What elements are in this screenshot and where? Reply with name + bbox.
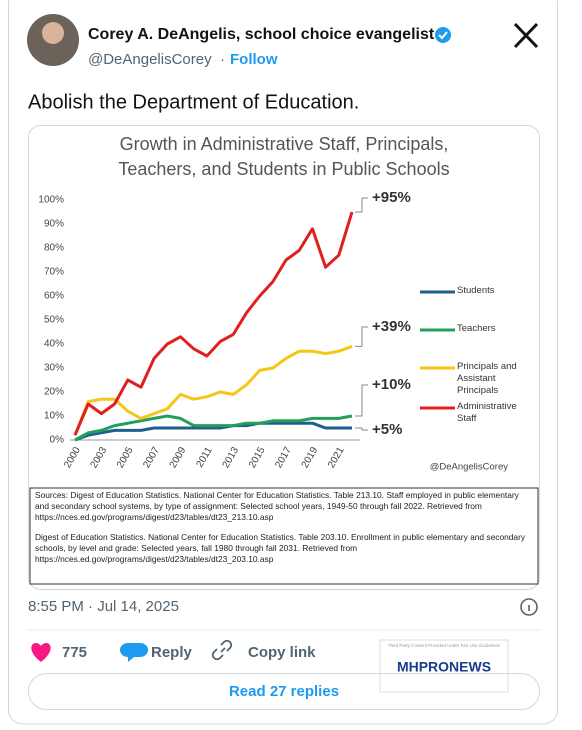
read-replies-button[interactable]: Read 27 replies — [229, 683, 339, 700]
end-label: +39% — [372, 318, 411, 335]
end-label-leader — [355, 326, 368, 347]
chart-subtitle: Teachers, and Students in Public Schools — [118, 159, 449, 179]
tweet-text: Abolish the Department of Education. — [28, 91, 359, 113]
follow-button[interactable]: Follow — [230, 51, 278, 68]
avatar-face — [42, 22, 64, 44]
separator: · — [220, 51, 225, 68]
end-label: +5% — [372, 421, 402, 438]
y-tick-label: 30% — [44, 363, 64, 374]
legend-label: Teachers — [457, 323, 496, 334]
author-name[interactable]: Corey A. DeAngelis, school choice evange… — [88, 26, 435, 43]
sources: Sources: Digest of Education Statistics.… — [35, 490, 526, 564]
watermark-note: Third Party Content Provided Under Fair … — [388, 643, 501, 648]
legend-entry: Students — [457, 285, 495, 296]
y-tick-label: 20% — [44, 387, 64, 398]
timestamp[interactable]: 8:55 PM · Jul 14, 2025 — [28, 598, 179, 615]
info-icon[interactable] — [520, 598, 538, 616]
copy-link-button[interactable]: Copy link — [248, 644, 316, 661]
verified-badge — [435, 27, 451, 43]
legend-entry: Principals and Assistant Principals — [457, 361, 517, 396]
source: Sources: Digest of Education Statistics.… — [35, 490, 519, 522]
legend-entry: Administrative Staff — [457, 401, 517, 424]
chart-title: Growth in Administrative Staff, Principa… — [120, 134, 449, 154]
y-tick-label: 40% — [44, 339, 64, 350]
series-line — [73, 344, 353, 436]
source: Digest of Education Statistics. National… — [35, 532, 526, 564]
verified-check — [438, 31, 448, 40]
series-line — [74, 414, 353, 442]
legend-entry: Teachers — [457, 323, 496, 334]
x-logo[interactable] — [513, 22, 539, 49]
legend-label: Students — [457, 285, 495, 296]
watermark — [379, 639, 509, 693]
series-line — [74, 421, 352, 442]
end-label: +10% — [372, 376, 411, 393]
y-tick-label: 90% — [44, 219, 64, 230]
like-icon[interactable] — [31, 643, 51, 662]
legend-label: Principals and Assistant Principals — [457, 361, 517, 396]
y-tick-label: 100% — [38, 195, 64, 206]
sources-box — [29, 487, 539, 585]
y-tick-label: 60% — [44, 291, 64, 302]
credit: @DeAngelisCorey — [430, 462, 509, 473]
link-icon[interactable] — [211, 639, 233, 661]
end-label: +95% — [372, 189, 411, 206]
end-label-leader — [355, 427, 368, 431]
legend-label: Administrative Staff — [457, 401, 517, 424]
like-count[interactable]: 775 — [62, 644, 87, 661]
series-line — [73, 211, 354, 436]
watermark-logo: MHPRONEWS — [397, 659, 491, 675]
y-tick-label: 80% — [44, 243, 64, 254]
end-label-leader — [355, 384, 368, 417]
replies-button-frame[interactable] — [28, 673, 540, 710]
end-label-leader — [355, 197, 368, 213]
author-handle[interactable]: @DeAngelisCorey — [88, 51, 212, 68]
reply-button[interactable]: Reply — [151, 644, 193, 661]
media-frame[interactable] — [28, 125, 540, 590]
y-tick-label: 50% — [44, 315, 64, 326]
y-tick-label: 70% — [44, 267, 64, 278]
y-tick-label: 10% — [44, 411, 64, 422]
reply-icon[interactable] — [120, 643, 148, 662]
y-tick-label: 0% — [50, 435, 65, 446]
